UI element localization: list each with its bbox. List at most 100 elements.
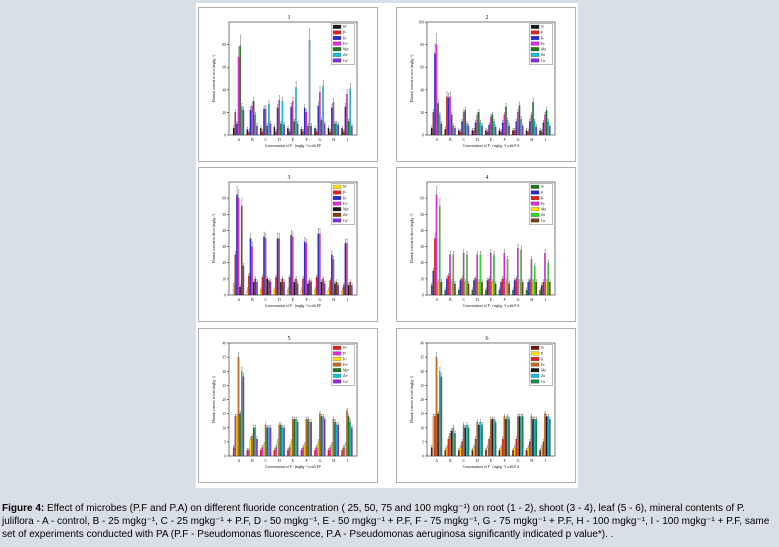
legend-swatch bbox=[332, 24, 342, 29]
bar-N-I bbox=[341, 450, 343, 457]
bar-Mn-H bbox=[532, 102, 534, 136]
bar-N-H bbox=[327, 450, 330, 457]
bar-P-E bbox=[288, 277, 291, 296]
x-axis-label: Concentration of F⁻ (mgkg⁻¹) with P.A bbox=[463, 304, 520, 308]
x-category-label: I bbox=[347, 137, 349, 142]
bar-P-G bbox=[315, 447, 318, 457]
bar-Mn-I bbox=[545, 282, 548, 296]
bar-N-D bbox=[273, 127, 276, 136]
bar-Cu-A bbox=[242, 265, 245, 296]
bar-K-B bbox=[249, 110, 252, 136]
bar-K-F bbox=[303, 241, 306, 296]
legend-label: Mn¹ bbox=[343, 369, 349, 373]
x-category-label: B bbox=[251, 137, 254, 142]
legend-swatch bbox=[332, 373, 342, 378]
bar-Zn-I bbox=[349, 422, 351, 457]
bar-P-A bbox=[432, 270, 435, 296]
legend-label: K¹ bbox=[343, 36, 347, 40]
legend-label: K¹ bbox=[343, 196, 347, 200]
chart-3-svg: 0 10 20 30 40 50 60 A B C D E F G H I Concentration of F… bbox=[212, 175, 358, 308]
x-category-label: I bbox=[545, 297, 547, 302]
bar-P-C bbox=[261, 447, 264, 457]
y-tick-label: 5 bbox=[422, 440, 424, 444]
bar-Zn-B bbox=[254, 427, 257, 457]
bar-Mn-C bbox=[266, 427, 268, 457]
x-category-label: C bbox=[265, 458, 268, 463]
bar-P-H bbox=[527, 131, 529, 136]
bar-Cu-H bbox=[337, 424, 340, 457]
y-tick-label: 0 bbox=[224, 134, 226, 138]
x-axis-label: Concentration of F⁻ (mgkg⁻¹) with P.F bbox=[265, 465, 321, 469]
bar-Fe-H bbox=[530, 114, 533, 136]
bar-K-A bbox=[236, 194, 238, 296]
x-category-label: E bbox=[292, 137, 295, 142]
bar-Cu-F bbox=[508, 419, 510, 457]
legend-swatch bbox=[530, 357, 540, 361]
bar-Zn-D bbox=[281, 427, 284, 457]
y-tick-label: 10 bbox=[222, 426, 226, 430]
x-category-label: I bbox=[545, 458, 547, 463]
y-tick-label: 10 bbox=[420, 277, 424, 281]
bar-P-B bbox=[248, 450, 250, 457]
bar-K-H bbox=[331, 444, 333, 457]
bar-P-G bbox=[315, 277, 318, 296]
bar-Fe-B bbox=[251, 436, 253, 457]
y-tick-label: 40 bbox=[420, 88, 424, 92]
y-tick-label: 15 bbox=[222, 412, 226, 416]
x-category-label: D bbox=[476, 458, 479, 463]
bar-K-H bbox=[331, 107, 333, 136]
legend-swatch bbox=[332, 207, 342, 212]
legend-swatch bbox=[530, 52, 540, 57]
legend-swatch bbox=[332, 47, 342, 52]
legend-swatch bbox=[530, 58, 540, 63]
bar-Fe-C bbox=[462, 112, 465, 136]
legend-swatch bbox=[530, 190, 540, 195]
bar-Cu-D bbox=[481, 282, 483, 296]
bar-K-G bbox=[515, 438, 517, 457]
bar-Fe-I bbox=[346, 410, 348, 457]
x-category-label: F bbox=[503, 297, 506, 302]
bar-Cu-D bbox=[283, 124, 285, 136]
bar-Cu-H bbox=[337, 285, 340, 296]
bar-N-B bbox=[246, 450, 248, 457]
y-tick-label: 25 bbox=[420, 384, 424, 388]
x-category-label: E bbox=[292, 458, 295, 463]
bar-K-F bbox=[303, 107, 306, 136]
bar-P-E bbox=[486, 447, 489, 457]
bar-Zn-D bbox=[479, 254, 482, 296]
bar-K-E bbox=[290, 235, 292, 296]
y-axis-label: Mineral content in root (mgkg⁻¹) bbox=[212, 54, 216, 102]
legend-label: K bbox=[541, 36, 544, 40]
x-category-label: E bbox=[490, 297, 493, 302]
bar-P-E bbox=[288, 131, 291, 136]
y-axis-label: Mineral content in leaf (mgkg⁻¹) bbox=[410, 375, 414, 423]
y-tick-label: 80 bbox=[420, 43, 424, 47]
legend-swatch bbox=[530, 351, 540, 356]
legend-label: Mn bbox=[541, 208, 546, 212]
bar-Cu-B bbox=[256, 438, 258, 457]
bar-N-I bbox=[341, 290, 343, 296]
bar-Fe-G bbox=[517, 248, 519, 296]
bar-Zn-D bbox=[479, 422, 482, 457]
bar-P-D bbox=[473, 130, 475, 136]
bar-Zn-G bbox=[520, 119, 522, 136]
bar-Fe-F bbox=[503, 416, 506, 457]
legend-swatch bbox=[332, 41, 342, 46]
bar-P-H bbox=[527, 282, 529, 296]
bar-N-E bbox=[485, 290, 487, 296]
bar-Mn-C bbox=[266, 125, 268, 136]
bar-K-D bbox=[276, 238, 279, 296]
y-tick-label: 60 bbox=[222, 66, 226, 70]
bar-Zn-A bbox=[439, 371, 441, 457]
bar-Cu-D bbox=[481, 424, 483, 457]
bar-P-H bbox=[527, 447, 529, 457]
bar-Cu-G bbox=[323, 283, 326, 296]
legend-swatch bbox=[530, 47, 540, 52]
bar-Cu-F bbox=[508, 283, 510, 296]
bar-Cu-I bbox=[549, 419, 551, 457]
bar-P-C bbox=[459, 131, 462, 136]
bar-Mn-B bbox=[450, 430, 453, 457]
legend-swatch bbox=[530, 212, 540, 217]
bar-Mn-F bbox=[505, 282, 507, 296]
bar-Zn-G bbox=[520, 249, 522, 296]
